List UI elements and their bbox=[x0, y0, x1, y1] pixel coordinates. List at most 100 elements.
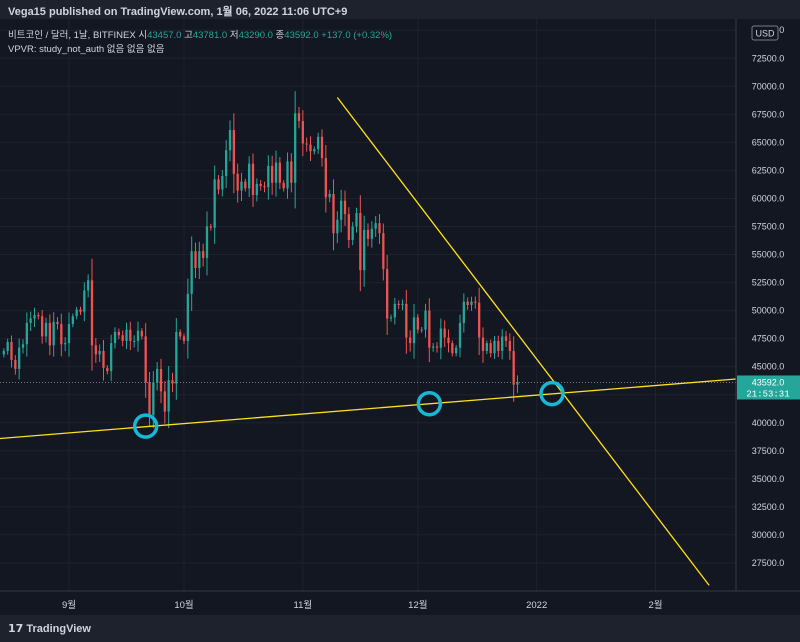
price-tick-label: 27500.0 bbox=[752, 558, 785, 568]
candle-up bbox=[87, 280, 90, 291]
trendlines[interactable] bbox=[0, 97, 737, 586]
candle-down bbox=[397, 303, 400, 305]
candle-up bbox=[248, 163, 251, 189]
candle-up bbox=[113, 331, 117, 344]
candles bbox=[2, 91, 519, 429]
touch-point-circle[interactable] bbox=[416, 390, 443, 417]
open-label: 시 bbox=[138, 30, 148, 41]
candle-up bbox=[267, 165, 270, 188]
grid bbox=[0, 19, 736, 591]
candle-up bbox=[393, 303, 396, 318]
candle-up bbox=[2, 350, 5, 355]
candle-down bbox=[320, 136, 324, 159]
candle-up bbox=[485, 343, 488, 351]
brand-name: TradingView bbox=[26, 623, 91, 635]
candle-down bbox=[497, 340, 500, 351]
candle-down bbox=[447, 337, 450, 344]
publisher-text: Vega15 published on TradingView.com, 1월 … bbox=[8, 6, 348, 18]
candle-down bbox=[508, 340, 511, 351]
candle-down bbox=[163, 391, 166, 412]
price-chart[interactable]: 27500.0 30000.0 32500.0 35000.0 37500.0 40000… bbox=[0, 19, 800, 615]
last-price-box bbox=[737, 375, 800, 400]
price-tick-label: 60000.0 bbox=[752, 193, 785, 203]
last-price-label: 43592.0 21:53:31 bbox=[737, 375, 800, 400]
candle-down bbox=[159, 368, 163, 392]
candle-down bbox=[297, 113, 301, 122]
price-tick-label: 67500.0 bbox=[752, 109, 785, 119]
candle-down bbox=[48, 322, 51, 346]
footer-bar: 17 TradingView bbox=[0, 615, 800, 642]
candle-up bbox=[44, 322, 48, 337]
candle-down bbox=[416, 317, 419, 330]
candle-up bbox=[255, 183, 258, 196]
candle-up bbox=[401, 303, 404, 305]
candle-down bbox=[121, 335, 124, 341]
candle-up bbox=[501, 336, 504, 351]
candle-up bbox=[221, 176, 224, 190]
candle-down bbox=[179, 331, 182, 337]
candle-up bbox=[83, 290, 86, 312]
currency-label: USD bbox=[755, 29, 775, 39]
price-tick-label: 37500.0 bbox=[752, 446, 785, 456]
candle-up bbox=[313, 149, 316, 152]
candle-up bbox=[71, 316, 74, 325]
candle-up bbox=[75, 309, 78, 317]
candle-down bbox=[309, 144, 312, 152]
candle-up bbox=[432, 346, 435, 348]
high-value: 43781.0 bbox=[192, 30, 228, 41]
highlight-circles[interactable] bbox=[132, 380, 565, 439]
candle-down bbox=[171, 380, 174, 384]
candle-down bbox=[347, 214, 350, 240]
time-tick-label: 11월 bbox=[294, 599, 313, 611]
candle-down bbox=[332, 193, 335, 234]
time-tick-labels: 9월 10월 11월 12월 2022 2월 bbox=[62, 599, 663, 611]
candle-up bbox=[25, 322, 28, 345]
price-tick-label: 45000.0 bbox=[752, 362, 785, 372]
candle-down bbox=[343, 200, 347, 215]
candle-up bbox=[198, 251, 201, 268]
change-value: +137.0 (+0.32%) bbox=[321, 30, 393, 41]
candle-up bbox=[374, 223, 377, 229]
candle-up bbox=[110, 343, 113, 372]
candle-up bbox=[328, 193, 331, 198]
candle-down bbox=[41, 316, 44, 337]
touch-point-circle[interactable] bbox=[539, 380, 565, 407]
open-value: 43457.0 bbox=[147, 30, 182, 41]
candle-down bbox=[102, 350, 105, 368]
candle-up bbox=[98, 350, 101, 355]
time-tick-label: 9월 bbox=[62, 599, 76, 611]
candle-up bbox=[228, 130, 232, 151]
candle-down bbox=[94, 345, 97, 355]
candle-down bbox=[359, 213, 362, 271]
candle-down bbox=[244, 181, 247, 189]
trendline-support[interactable] bbox=[0, 378, 737, 440]
candle-down bbox=[194, 251, 197, 268]
candle-up bbox=[462, 301, 465, 323]
tradingview-logo[interactable]: 17 TradingView bbox=[8, 622, 91, 635]
candle-down bbox=[378, 223, 381, 234]
symbol-name[interactable]: 비트코인 / 달러, 1날, BITFINEX bbox=[8, 30, 136, 41]
candle-down bbox=[117, 331, 120, 336]
candle-up bbox=[286, 161, 289, 189]
candle-up bbox=[136, 330, 140, 341]
price-tick-label: 40000.0 bbox=[752, 418, 785, 428]
candle-down bbox=[90, 280, 94, 346]
touch-point-circle[interactable] bbox=[132, 413, 159, 439]
candle-down bbox=[489, 343, 492, 354]
price-tick-label: 50000.0 bbox=[752, 306, 785, 316]
candle-up bbox=[133, 340, 136, 342]
indicator-legend[interactable]: VPVR: study_not_auth 없음 없음 없음 bbox=[8, 44, 165, 55]
time-axis[interactable] bbox=[0, 591, 800, 615]
candle-down bbox=[512, 350, 515, 385]
candle-up bbox=[370, 228, 373, 239]
currency-badge[interactable]: USD bbox=[751, 25, 779, 41]
price-tick-labels: 27500.0 30000.0 32500.0 35000.0 37500.0 40000… bbox=[752, 25, 785, 568]
candle-up bbox=[21, 344, 25, 348]
trendline-resistance[interactable] bbox=[336, 97, 710, 586]
candle-down bbox=[217, 179, 220, 190]
candle-up bbox=[424, 310, 427, 330]
price-axis[interactable] bbox=[736, 19, 800, 591]
candle-down bbox=[209, 226, 212, 228]
candle-down bbox=[129, 329, 132, 341]
currency-badge-box[interactable] bbox=[751, 25, 779, 41]
